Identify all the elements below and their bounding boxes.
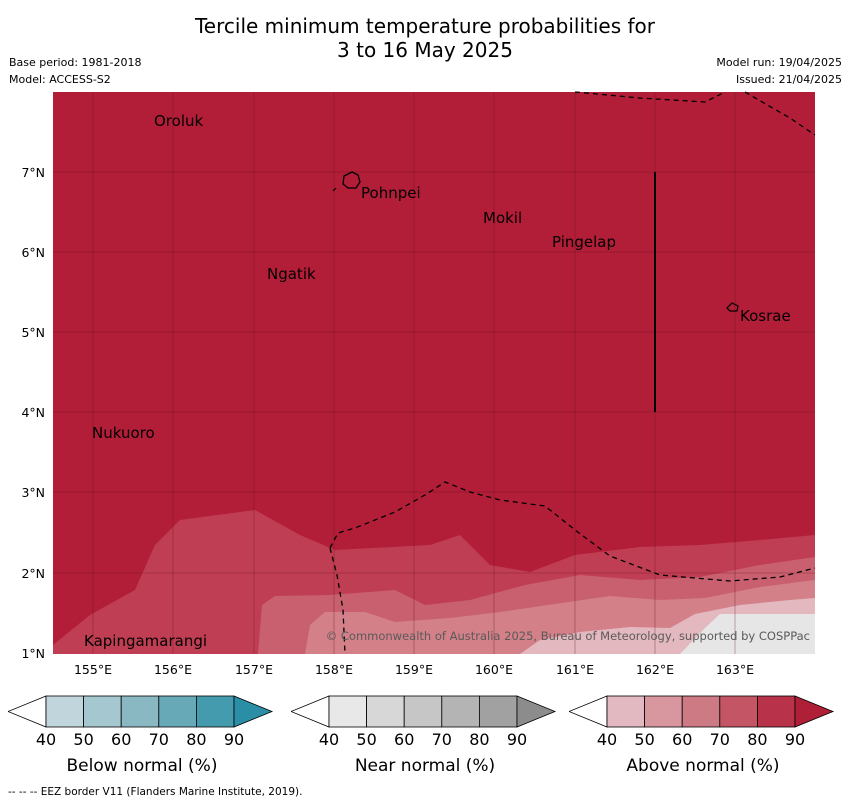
forecast-map: Oroluk Pohnpei Mokil Pingelap Ngatik Kos… [21,91,816,677]
below-colorbar-tick: 40 [36,730,56,748]
place-labels: Oroluk Pohnpei Mokil Pingelap Ngatik Kos… [84,112,791,650]
label-pingelap: Pingelap [552,233,616,251]
below-colorbar-left-extend [8,695,47,728]
colorbar-below-normal: 40 50 60 70 80 90 [8,695,274,748]
label-kapingamarangi: Kapingamarangi [84,632,207,650]
title-line-2: 3 to 16 May 2025 [337,38,513,62]
near-colorbar-left-extend [291,695,330,728]
near-colorbar-tick: 60 [394,730,414,748]
label-pohnpei: Pohnpei [361,184,421,202]
model-name: Model: ACCESS-S2 [9,73,111,86]
below-colorbar-tick: 70 [149,730,169,748]
below-colorbar-tick: 80 [186,730,206,748]
label-nukuoro: Nukuoro [92,424,155,442]
label-kosrae: Kosrae [740,307,791,325]
below-colorbar-segment [83,695,122,728]
near-colorbar-tick: 70 [432,730,452,748]
lat-label-5: 5°N [21,325,45,340]
grid [53,92,815,654]
above-colorbar-tick: 90 [785,730,805,748]
above-colorbar-tick: 70 [710,730,730,748]
near-colorbar-tick: 80 [469,730,489,748]
eez-footnote: -- -- -- EEZ border V11 (Flanders Marine… [8,786,303,798]
lon-label-158: 158°E [315,662,353,677]
pohnpei-outline [342,171,361,189]
title-line-1: Tercile minimum temperature probabilitie… [194,14,656,38]
above-colorbar-right-extend [794,695,835,728]
meta-right: Model run: 19/04/2025 Issued: 21/04/2025 [716,54,842,88]
lat-label-1: 1°N [21,646,45,661]
copyright-notice: © Commonwealth of Australia 2025, Bureau… [326,629,810,643]
lat-label-4: 4°N [21,405,45,420]
near-colorbar-segment [441,695,480,728]
above-colorbar-tick: 80 [747,730,767,748]
above-colorbar-tick: 40 [597,730,617,748]
near-colorbar-segment [328,695,367,728]
model-run: Model run: 19/04/2025 [716,56,842,69]
above-colorbar-segment [644,695,683,728]
near-colorbar-tick: 90 [507,730,527,748]
below-colorbar-segment [158,695,197,728]
longitude-labels: 155°E 156°E 157°E 158°E 159°E 160°E 161°… [74,662,754,677]
map-title: Tercile minimum temperature probabilitie… [0,14,850,62]
above-colorbar-segment [606,695,645,728]
lon-label-155: 155°E [74,662,112,677]
colorbar-above-normal: 40 50 60 70 80 90 [569,695,835,748]
latitude-labels: 7°N 6°N 5°N 4°N 3°N 2°N 1°N [21,165,45,661]
below-normal-label: Below normal (%) [66,756,218,776]
lon-label-161: 161°E [556,662,594,677]
below-colorbar-tick: 90 [224,730,244,748]
eez-borders [329,91,816,655]
near-colorbar-segment [366,695,405,728]
below-colorbar-segment [195,695,235,728]
kosrae-outline [726,302,739,312]
base-period: Base period: 1981-2018 [9,56,142,69]
label-oroluk: Oroluk [154,112,203,130]
meta-left: Base period: 1981-2018 Model: ACCESS-S2 [9,54,141,88]
lat-label-3: 3°N [21,485,45,500]
lon-label-160: 160°E [475,662,513,677]
near-colorbar-segment [403,695,443,728]
lat-label-2: 2°N [21,566,45,581]
above-colorbar-segment [681,695,721,728]
above-normal-label: Above normal (%) [626,756,780,776]
near-normal-label: Near normal (%) [354,756,496,776]
label-ngatik: Ngatik [267,265,316,283]
issued-date: Issued: 21/04/2025 [735,73,842,86]
near-colorbar-right-extend [516,695,557,728]
below-colorbar-tick: 50 [73,730,93,748]
above-colorbar-segment [756,695,796,728]
near-colorbar-tick: 50 [356,730,376,748]
lat-label-7: 7°N [21,165,45,180]
label-mokil: Mokil [483,209,522,227]
near-colorbar-tick: 40 [319,730,339,748]
near-colorbar-segment [478,695,518,728]
colorbar-near-normal: 40 50 60 70 80 90 [291,695,557,748]
above-colorbar-segment [719,695,758,728]
ant-atoll-mark [332,187,337,192]
lon-label-163: 163°E [716,662,754,677]
above-colorbar-left-extend [569,695,608,728]
below-colorbar-tick: 60 [111,730,131,748]
below-colorbar-right-extend [233,695,274,728]
lon-label-157: 157°E [235,662,273,677]
lon-label-156: 156°E [154,662,192,677]
above-colorbar-tick: 50 [634,730,654,748]
below-colorbar-segment [45,695,84,728]
band-near-normal [680,614,815,654]
lat-label-6: 6°N [21,245,45,260]
below-colorbar-segment [120,695,160,728]
lon-label-162: 162°E [636,662,674,677]
lon-label-159: 159°E [395,662,433,677]
above-colorbar-tick: 60 [672,730,692,748]
